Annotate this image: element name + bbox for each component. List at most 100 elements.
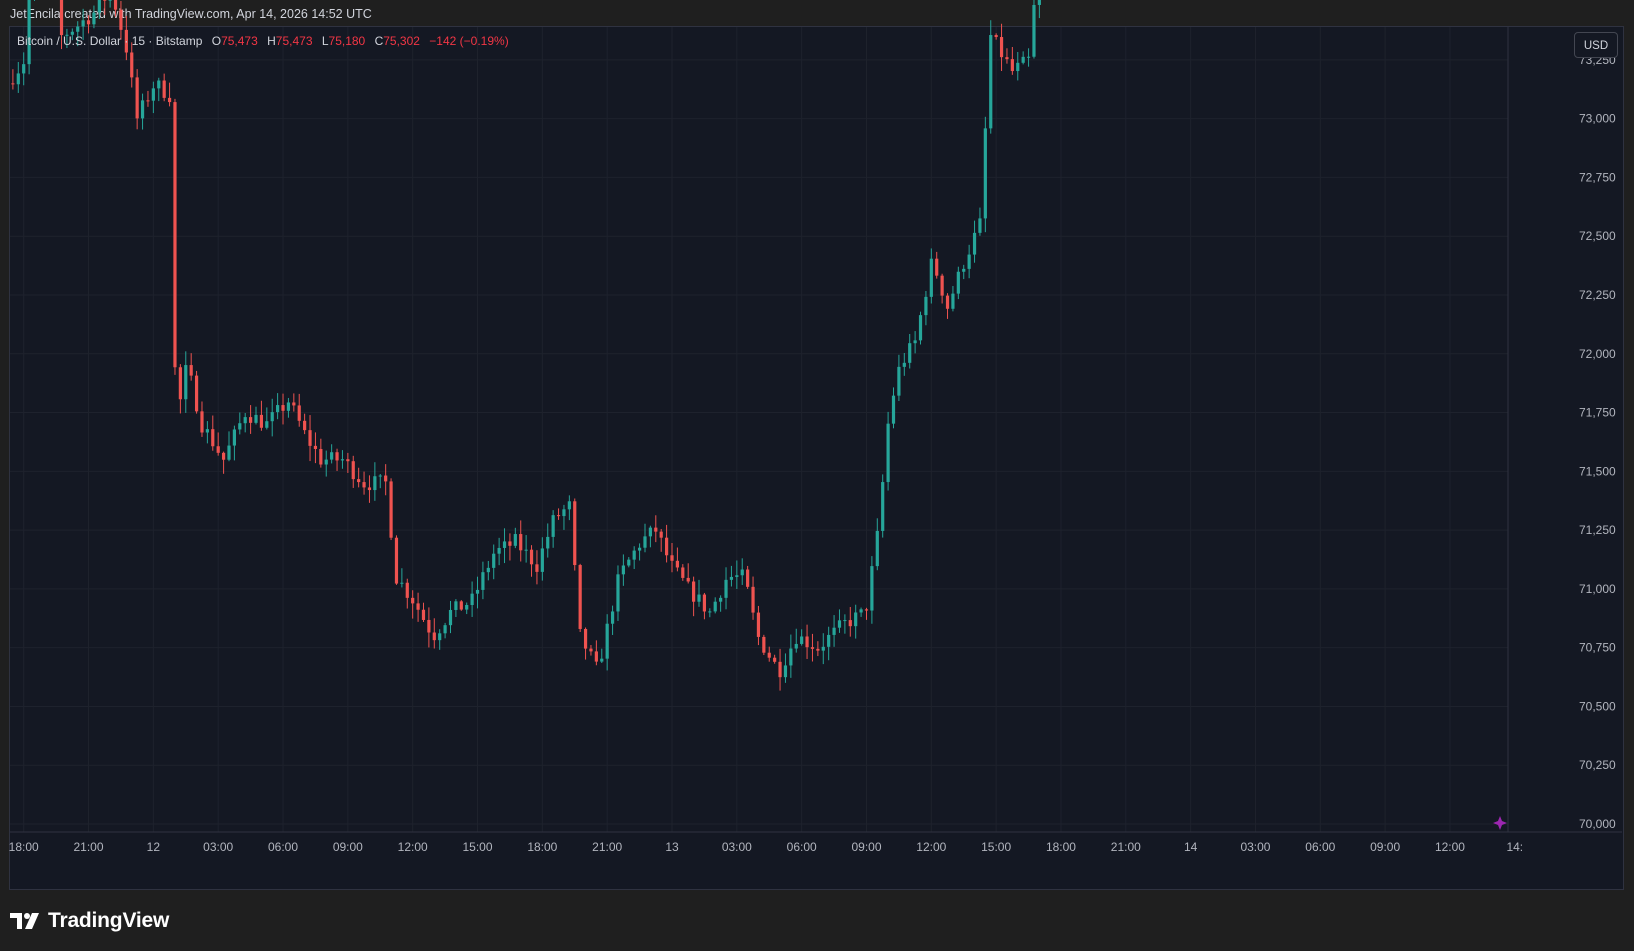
- candle-body: [621, 565, 625, 575]
- candle-body: [583, 628, 588, 649]
- candle-body: [373, 476, 377, 491]
- candle-body: [454, 601, 458, 610]
- candle-body: [540, 548, 544, 572]
- candle-body: [524, 549, 528, 551]
- candle-body: [194, 375, 199, 412]
- candle-body: [843, 620, 847, 622]
- y-tick-label: 70,500: [1579, 699, 1616, 713]
- chart-panel[interactable]: [9, 26, 1624, 890]
- candle-body: [108, 0, 112, 1]
- candle-body: [508, 541, 512, 546]
- candle-body: [989, 35, 993, 129]
- candle-body: [994, 35, 998, 38]
- candle-body: [875, 530, 879, 567]
- candle-body: [972, 232, 977, 255]
- x-tick-label: 13: [665, 840, 679, 854]
- currency-button[interactable]: USD: [1574, 32, 1618, 58]
- candle-body: [146, 100, 150, 102]
- candle-body: [173, 102, 177, 368]
- candle-body: [600, 658, 604, 662]
- candle-body: [513, 534, 517, 546]
- candle-body: [475, 589, 480, 594]
- sparkle-icon: [1493, 816, 1507, 830]
- candle-body: [594, 651, 598, 662]
- y-tick-label: 72,500: [1579, 229, 1616, 243]
- candle-body: [22, 64, 26, 74]
- candle-body: [459, 601, 463, 610]
- candle-body: [805, 636, 809, 648]
- x-tick-label: 18:00: [1046, 840, 1076, 854]
- candle-body: [648, 527, 652, 537]
- candle-body: [751, 586, 755, 613]
- y-tick-label: 71,000: [1579, 582, 1616, 596]
- candle-body: [157, 80, 161, 89]
- candle-body: [427, 619, 431, 633]
- candle-body: [978, 218, 982, 233]
- candle-body: [546, 536, 550, 549]
- candle-body: [637, 547, 642, 551]
- candle-body: [859, 609, 863, 613]
- low-value: 75,180: [328, 34, 366, 48]
- candle-body: [848, 620, 852, 627]
- x-tick-label: 21:00: [592, 840, 622, 854]
- open-value: 75,473: [221, 34, 258, 48]
- candle-body: [232, 429, 236, 446]
- candle-body: [1005, 57, 1009, 60]
- candle-body: [421, 609, 426, 620]
- candle-body: [783, 665, 788, 678]
- candle-body: [983, 128, 987, 219]
- candle-body: [702, 594, 707, 612]
- candle-body: [351, 461, 355, 480]
- x-tick-label: 21:00: [74, 840, 104, 854]
- y-tick-label: 72,250: [1579, 288, 1616, 302]
- time-axis: 18:00 21:00 12 03:00 06:00 09:00 12:00 15:00 18:…: [9, 840, 1523, 854]
- y-tick-label: 72,000: [1579, 347, 1616, 361]
- open-label: O: [211, 34, 222, 48]
- candle-body: [103, 0, 107, 1]
- candle-body: [135, 77, 139, 119]
- candle-body: [962, 268, 966, 272]
- candle-body: [529, 549, 534, 565]
- price-labels: 75,44475,302: [1493, 816, 1507, 830]
- candle-body: [65, 34, 69, 36]
- y-tick-label: 71,750: [1579, 406, 1616, 420]
- candle-body: [130, 52, 134, 78]
- low-label: L: [321, 34, 329, 48]
- candle-body: [92, 12, 96, 25]
- x-tick-label: 12:00: [916, 840, 946, 854]
- candle-body: [837, 620, 842, 628]
- candle-body: [486, 567, 490, 573]
- candle-body: [686, 577, 690, 582]
- candle-body: [567, 501, 571, 510]
- candle-body: [200, 411, 204, 433]
- x-tick-label: 18:00: [527, 840, 557, 854]
- candle-body: [313, 445, 318, 449]
- y-tick-label: 71,250: [1579, 523, 1616, 537]
- candle-body: [167, 97, 172, 103]
- x-tick-label: 14: [1184, 840, 1198, 854]
- candle-body: [951, 293, 955, 309]
- candle-body: [330, 452, 334, 460]
- candle-body: [184, 365, 188, 400]
- candle-body: [1026, 56, 1031, 58]
- candle-body: [11, 83, 15, 85]
- candle-body: [735, 575, 739, 577]
- x-tick-label: 14:: [1506, 840, 1523, 854]
- candle-body: [221, 452, 226, 460]
- candle-body: [659, 531, 663, 538]
- candle-body: [1016, 62, 1020, 72]
- x-tick-label: 06:00: [268, 840, 298, 854]
- brand-name: TradingView: [48, 909, 170, 932]
- candle-body: [816, 648, 820, 651]
- candle-body: [821, 646, 825, 651]
- candle-body: [556, 515, 561, 517]
- candle-body: [886, 423, 890, 483]
- candle-body: [470, 593, 474, 605]
- candle-body: [535, 564, 539, 572]
- candle-body: [929, 258, 933, 297]
- candle-body: [967, 254, 971, 269]
- x-tick-label: 03:00: [203, 840, 233, 854]
- candle-body: [762, 636, 766, 653]
- candle-body: [918, 315, 923, 341]
